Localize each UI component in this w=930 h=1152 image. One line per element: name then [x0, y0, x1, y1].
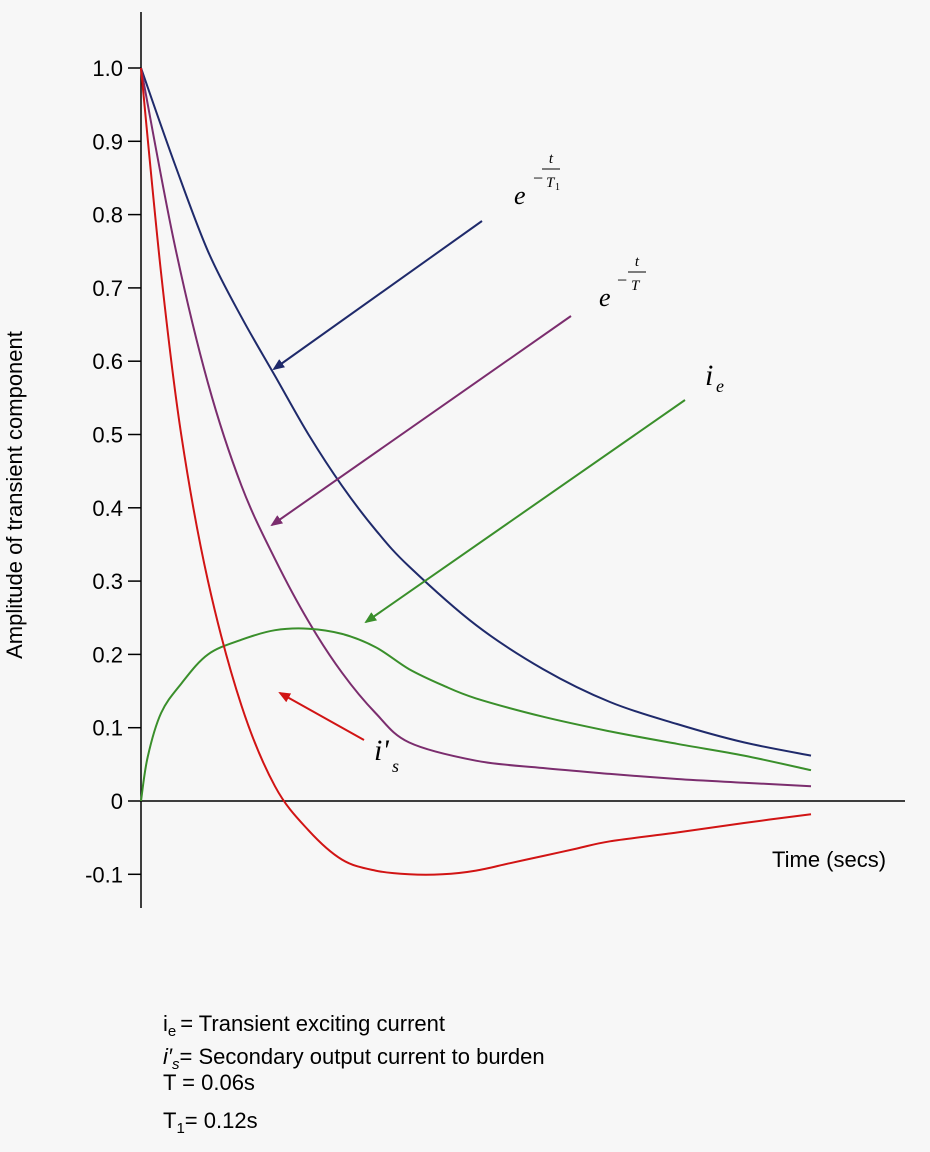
y-tick-label: 0 — [111, 789, 123, 814]
legend-line-T1: T1= 0.12s — [163, 1108, 258, 1137]
series-layer — [140, 67, 812, 876]
x-axis-label: Time (secs) — [772, 847, 886, 872]
y-tick-label: 0.8 — [92, 203, 123, 228]
label-is: i' s — [374, 734, 399, 776]
svg-text:T: T — [546, 175, 556, 191]
svg-text:t: t — [549, 151, 554, 167]
y-tick-label: 0.5 — [92, 423, 123, 448]
svg-text:i: i — [705, 359, 713, 392]
legend: ie = Transient exciting current i′s= Seco… — [163, 1011, 545, 1137]
y-tick-label: 0.1 — [92, 716, 123, 741]
svg-text:e: e — [514, 181, 526, 210]
legend-line-T: T = 0.06s — [163, 1070, 255, 1095]
y-ticks: 1.0 0.9 0.8 0.7 0.6 0.5 0.4 0.3 0.2 0.1 0 -0.1 — [85, 56, 141, 887]
y-tick-label: 0.4 — [92, 496, 123, 521]
label-ie: i e — [705, 359, 724, 396]
series-line-3 — [140, 67, 812, 876]
series-line-0 — [140, 67, 812, 757]
y-tick-label: 0.9 — [92, 129, 123, 154]
svg-text:1: 1 — [555, 182, 560, 193]
y-tick-label: -0.1 — [85, 862, 123, 887]
y-axis-label: Amplitude of transient component — [2, 331, 27, 659]
legend-line-ie: ie = Transient exciting current — [163, 1011, 445, 1040]
y-tick-label: 0.2 — [92, 642, 123, 667]
svg-text:i': i' — [374, 734, 389, 767]
y-tick-label: 1.0 — [92, 56, 123, 81]
arrow-e-t-T1 — [272, 220, 483, 371]
arrow-is — [278, 692, 365, 741]
arrow-e-t-T — [270, 315, 572, 527]
label-e-t-T1: e − t T 1 — [514, 151, 560, 210]
legend-line-is: i′s= Secondary output current to burden — [163, 1044, 545, 1073]
label-e-t-T: e − t T — [599, 254, 646, 312]
svg-text:e: e — [599, 283, 611, 312]
svg-text:t: t — [635, 254, 640, 270]
svg-text:e: e — [716, 376, 724, 396]
y-tick-label: 0.3 — [92, 569, 123, 594]
y-tick-label: 0.7 — [92, 276, 123, 301]
series-line-1 — [140, 67, 812, 788]
svg-text:T: T — [631, 278, 641, 294]
svg-text:−: − — [617, 270, 627, 290]
series-line-2 — [140, 627, 812, 802]
svg-text:−: − — [533, 168, 543, 188]
svg-text:s: s — [392, 756, 399, 776]
arrow-ie — [364, 399, 686, 624]
y-tick-label: 0.6 — [92, 349, 123, 374]
